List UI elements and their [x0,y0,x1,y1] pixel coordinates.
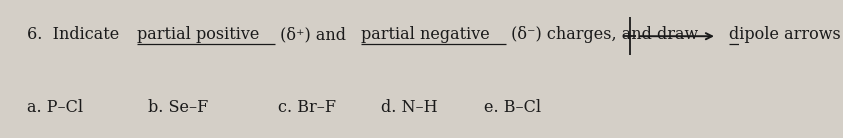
Text: b. Se–F: b. Se–F [148,99,208,116]
Text: a. P–Cl: a. P–Cl [26,99,83,116]
Text: 6.  Indicate: 6. Indicate [26,26,124,43]
Text: e. B–Cl: e. B–Cl [484,99,541,116]
Text: c. Br–F: c. Br–F [277,99,336,116]
Text: partial positive: partial positive [137,26,259,43]
Text: dipole arrows: dipole arrows [729,26,841,43]
Text: (δ⁺) and: (δ⁺) and [275,26,351,43]
Text: (δ⁻) charges, and draw: (δ⁻) charges, and draw [507,26,704,43]
Text: partial negative: partial negative [361,26,490,43]
Text: d. N–H: d. N–H [381,99,438,116]
